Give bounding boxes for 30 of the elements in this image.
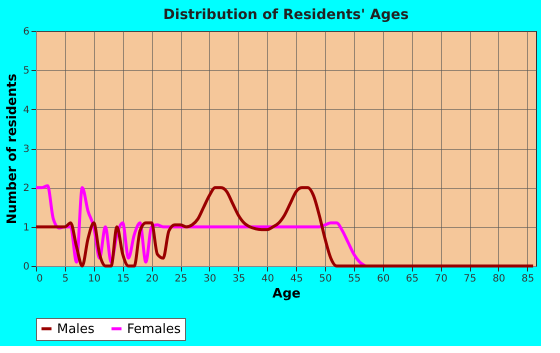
x-tick-label: 25 xyxy=(174,274,188,284)
x-tick-label: 80 xyxy=(492,274,506,284)
x-tick-label: 15 xyxy=(116,274,130,284)
y-tick-label: 5 xyxy=(23,66,30,77)
legend-label: Males xyxy=(57,322,95,337)
x-tick-label: 65 xyxy=(406,274,419,284)
y-axis-title: Number of residents xyxy=(5,73,20,224)
x-tick-label: 60 xyxy=(376,274,390,284)
legend-label: Females xyxy=(127,322,182,337)
x-tick-label: 35 xyxy=(232,274,246,284)
x-tick-label: 40 xyxy=(261,274,274,284)
x-tick-label: 0 xyxy=(36,274,43,284)
y-tick-label: 0 xyxy=(23,262,30,272)
y-tick-label: 4 xyxy=(23,104,30,116)
x-tick-label: 70 xyxy=(434,274,448,284)
x-tick-label: 45 xyxy=(290,274,303,284)
x-axis-title: Age xyxy=(272,286,301,302)
x-tick-label: 85 xyxy=(521,274,534,284)
x-tick-label: 50 xyxy=(319,274,332,284)
y-tick-label: 3 xyxy=(23,144,30,155)
y-tick-label: 6 xyxy=(23,26,30,38)
x-tick-label: 75 xyxy=(464,274,476,284)
y-tick-label: 2 xyxy=(23,183,30,194)
y-tick-label: 1 xyxy=(23,222,30,234)
x-tick-label: 10 xyxy=(88,274,101,284)
chart-title: Distribution of Residents' Ages xyxy=(163,7,409,23)
x-tick-label: 20 xyxy=(146,274,158,284)
x-tick-label: 55 xyxy=(348,274,361,284)
x-tick-label: 5 xyxy=(62,274,69,284)
x-tick-label: 30 xyxy=(204,274,216,284)
